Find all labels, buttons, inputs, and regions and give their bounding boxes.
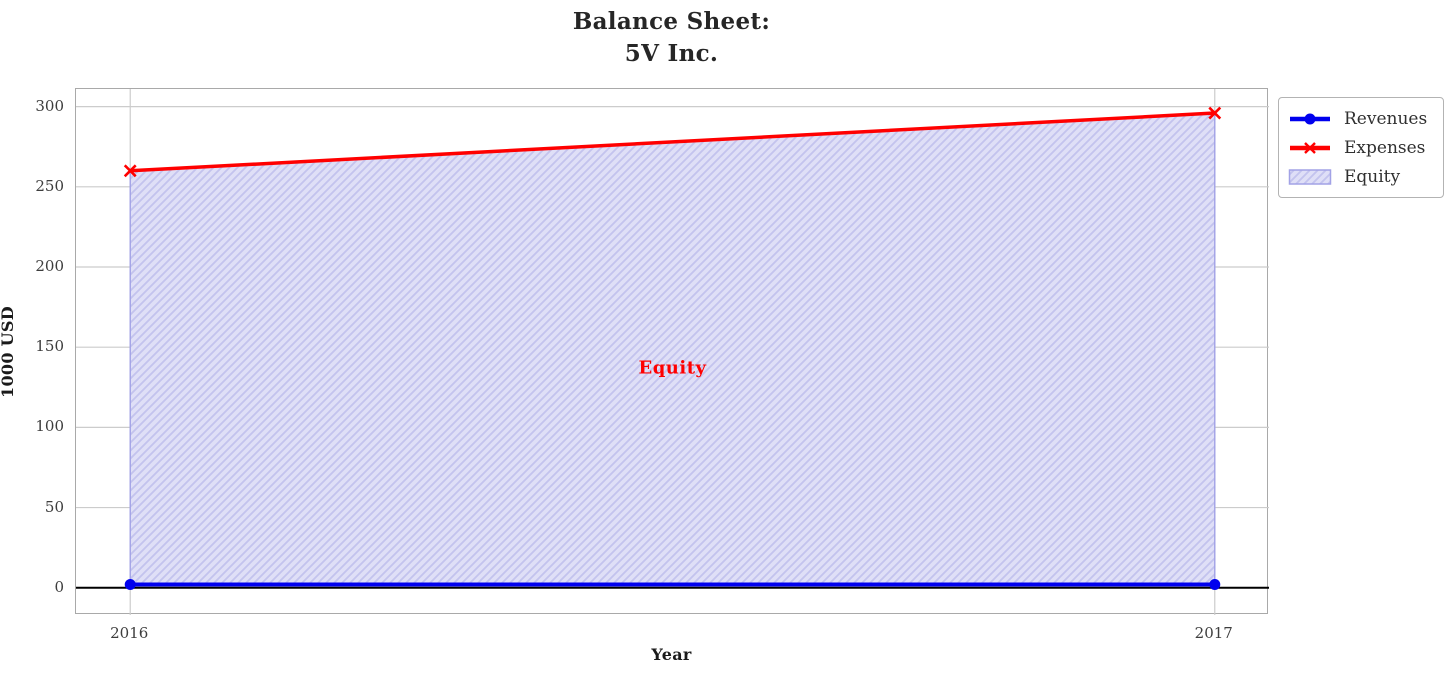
y-tick-label: 150 bbox=[35, 337, 64, 356]
legend-label-expenses: Expenses bbox=[1344, 137, 1426, 158]
equity-patch-swatch-icon bbox=[1288, 168, 1332, 186]
expenses-x-marker bbox=[1208, 106, 1222, 120]
equity-fill-area bbox=[129, 112, 1216, 586]
revenues-dot-marker bbox=[1209, 579, 1221, 591]
revenues-dot-marker bbox=[124, 579, 136, 591]
x-tick-label: 2016 bbox=[110, 624, 149, 642]
chart-title-line-2: 5V Inc. bbox=[624, 40, 719, 67]
expenses-x-marker bbox=[123, 164, 137, 178]
y-tick-label: 250 bbox=[35, 176, 64, 195]
chart-title-line-1: Balance Sheet: bbox=[572, 8, 771, 35]
legend-item-expenses: Expenses bbox=[1288, 134, 1433, 161]
y-tick-label: 200 bbox=[35, 257, 64, 275]
chart-title: Balance Sheet: 5V Inc. bbox=[75, 6, 1268, 70]
plot-area: Equity bbox=[75, 88, 1269, 615]
plot-svg bbox=[76, 89, 1269, 615]
equity-annotation: Equity bbox=[638, 357, 707, 379]
x-tick-label: 2017 bbox=[1194, 624, 1233, 642]
legend-label-equity: Equity bbox=[1344, 166, 1401, 187]
legend-label-revenues: Revenues bbox=[1344, 108, 1428, 129]
y-tick-label: 100 bbox=[35, 417, 64, 436]
legend-item-revenues: Revenues bbox=[1288, 105, 1433, 132]
y-tick-label: 0 bbox=[54, 577, 64, 596]
x-axis-label: Year bbox=[651, 645, 692, 664]
expenses-line bbox=[130, 111, 1215, 173]
expenses-line-swatch-icon bbox=[1288, 139, 1332, 157]
y-tick-label: 300 bbox=[35, 96, 64, 115]
legend-item-equity: Equity bbox=[1288, 163, 1433, 190]
legend: Revenues Expenses Equity bbox=[1278, 97, 1444, 198]
y-tick-label: 50 bbox=[44, 497, 64, 516]
revenues-line-swatch-icon bbox=[1288, 110, 1332, 128]
